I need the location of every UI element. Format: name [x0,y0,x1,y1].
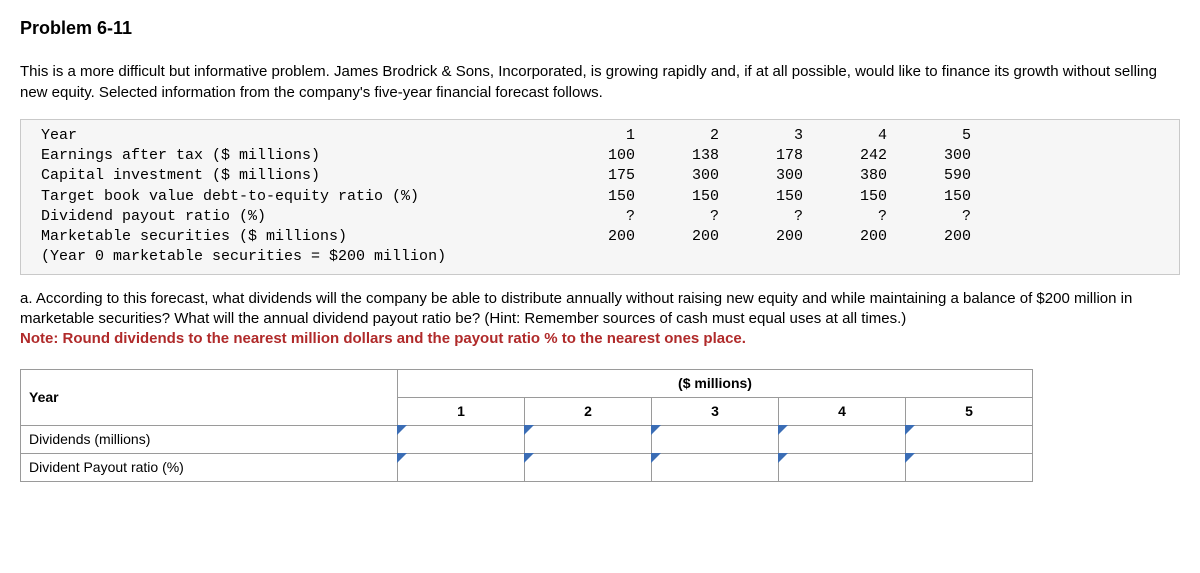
answer-col-4: 4 [779,398,906,426]
forecast-year-4: 4 [809,126,893,146]
forecast-row: Capital investment ($ millions) 175 300 … [35,166,1169,186]
dividends-input-4[interactable] [779,426,906,454]
forecast-row-label: Earnings after tax ($ millions) [35,146,557,166]
question-block: a. According to this forecast, what divi… [20,289,1180,350]
forecast-row-label: Dividend payout ratio (%) [35,207,557,227]
forecast-row: Earnings after tax ($ millions) 100 138 … [35,146,1169,166]
answer-group-header: ($ millions) [398,370,1033,398]
dividends-input-2[interactable] [525,426,652,454]
forecast-cell: ? [893,207,977,227]
answer-year-label: Year [21,370,398,426]
input-marker-icon [397,453,407,463]
input-marker-icon [778,425,788,435]
forecast-cell: 200 [557,227,641,247]
forecast-cell: 300 [893,146,977,166]
forecast-cell: ? [641,207,725,227]
problem-title: Problem 6-11 [20,16,1180,40]
forecast-row-label: Target book value debt-to-equity ratio (… [35,187,557,207]
forecast-cell: 590 [893,166,977,186]
forecast-cell: 200 [725,227,809,247]
forecast-table: Year 1 2 3 4 5 Earnings after tax ($ mil… [35,126,1169,268]
dividends-input-1[interactable] [398,426,525,454]
forecast-cell: 300 [641,166,725,186]
forecast-cell: 200 [893,227,977,247]
forecast-cell: 300 [725,166,809,186]
answer-row-dividends: Dividends (millions) [21,426,1033,454]
answer-table-container: Year ($ millions) 1 2 3 4 5 Dividends (m… [20,369,1180,482]
dividends-input-3[interactable] [652,426,779,454]
payout-input-4[interactable] [779,453,906,481]
forecast-cell: 380 [809,166,893,186]
answer-row-label: Divident Payout ratio (%) [21,453,398,481]
forecast-cell: 150 [641,187,725,207]
answer-col-1: 1 [398,398,525,426]
input-marker-icon [905,453,915,463]
forecast-table-container: Year 1 2 3 4 5 Earnings after tax ($ mil… [20,119,1180,275]
forecast-year-2: 2 [641,126,725,146]
forecast-footnote-row: (Year 0 marketable securities = $200 mil… [35,247,1169,267]
input-marker-icon [524,453,534,463]
forecast-row-label: Marketable securities ($ millions) [35,227,557,247]
question-note: Note: Round dividends to the nearest mil… [20,330,746,347]
payout-input-1[interactable] [398,453,525,481]
forecast-row: Marketable securities ($ millions) 200 2… [35,227,1169,247]
answer-col-2: 2 [525,398,652,426]
payout-input-2[interactable] [525,453,652,481]
payout-input-3[interactable] [652,453,779,481]
forecast-year-3: 3 [725,126,809,146]
forecast-year-1: 1 [557,126,641,146]
forecast-cell: 150 [557,187,641,207]
input-marker-icon [778,453,788,463]
forecast-cell: 138 [641,146,725,166]
forecast-cell: 150 [809,187,893,207]
intro-text: This is a more difficult but informative… [20,62,1180,103]
forecast-cell: 200 [809,227,893,247]
forecast-cell: 175 [557,166,641,186]
forecast-footnote: (Year 0 marketable securities = $200 mil… [35,247,1169,267]
answer-table: Year ($ millions) 1 2 3 4 5 Dividends (m… [20,369,1033,482]
forecast-cell: 242 [809,146,893,166]
forecast-cell: 200 [641,227,725,247]
forecast-cell: 150 [893,187,977,207]
input-marker-icon [905,425,915,435]
answer-row-payout: Divident Payout ratio (%) [21,453,1033,481]
answer-col-5: 5 [906,398,1033,426]
payout-input-5[interactable] [906,453,1033,481]
forecast-cell: 178 [725,146,809,166]
forecast-cell: ? [809,207,893,227]
answer-col-3: 3 [652,398,779,426]
forecast-year-label: Year [35,126,557,146]
forecast-header-row: Year 1 2 3 4 5 [35,126,1169,146]
forecast-year-5: 5 [893,126,977,146]
input-marker-icon [651,453,661,463]
input-marker-icon [397,425,407,435]
question-text: a. According to this forecast, what divi… [20,290,1132,327]
forecast-cell: 100 [557,146,641,166]
input-marker-icon [524,425,534,435]
forecast-row: Dividend payout ratio (%) ? ? ? ? ? [35,207,1169,227]
dividends-input-5[interactable] [906,426,1033,454]
forecast-row: Target book value debt-to-equity ratio (… [35,187,1169,207]
input-marker-icon [651,425,661,435]
answer-row-label: Dividends (millions) [21,426,398,454]
forecast-cell: ? [725,207,809,227]
forecast-cell: 150 [725,187,809,207]
forecast-row-label: Capital investment ($ millions) [35,166,557,186]
forecast-cell: ? [557,207,641,227]
